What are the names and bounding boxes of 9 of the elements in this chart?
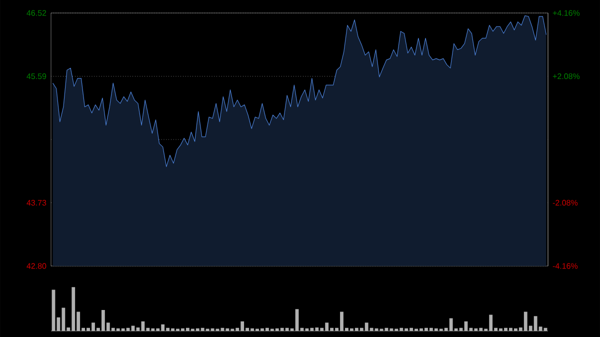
- bar: [131, 326, 135, 331]
- y-tick-label: 45.59: [26, 73, 46, 80]
- y2-tick-label: +4.16%: [552, 10, 580, 16]
- y2-tick-label: -2.08%: [552, 200, 578, 206]
- y2-tick-label: +2.08%: [552, 73, 580, 80]
- y-tick-label: 42.80: [26, 263, 46, 269]
- y2-tick-label: -4.16%: [552, 263, 578, 269]
- y-tick-label: 46.52: [26, 10, 46, 16]
- y-tick-label: 43.73: [26, 200, 46, 206]
